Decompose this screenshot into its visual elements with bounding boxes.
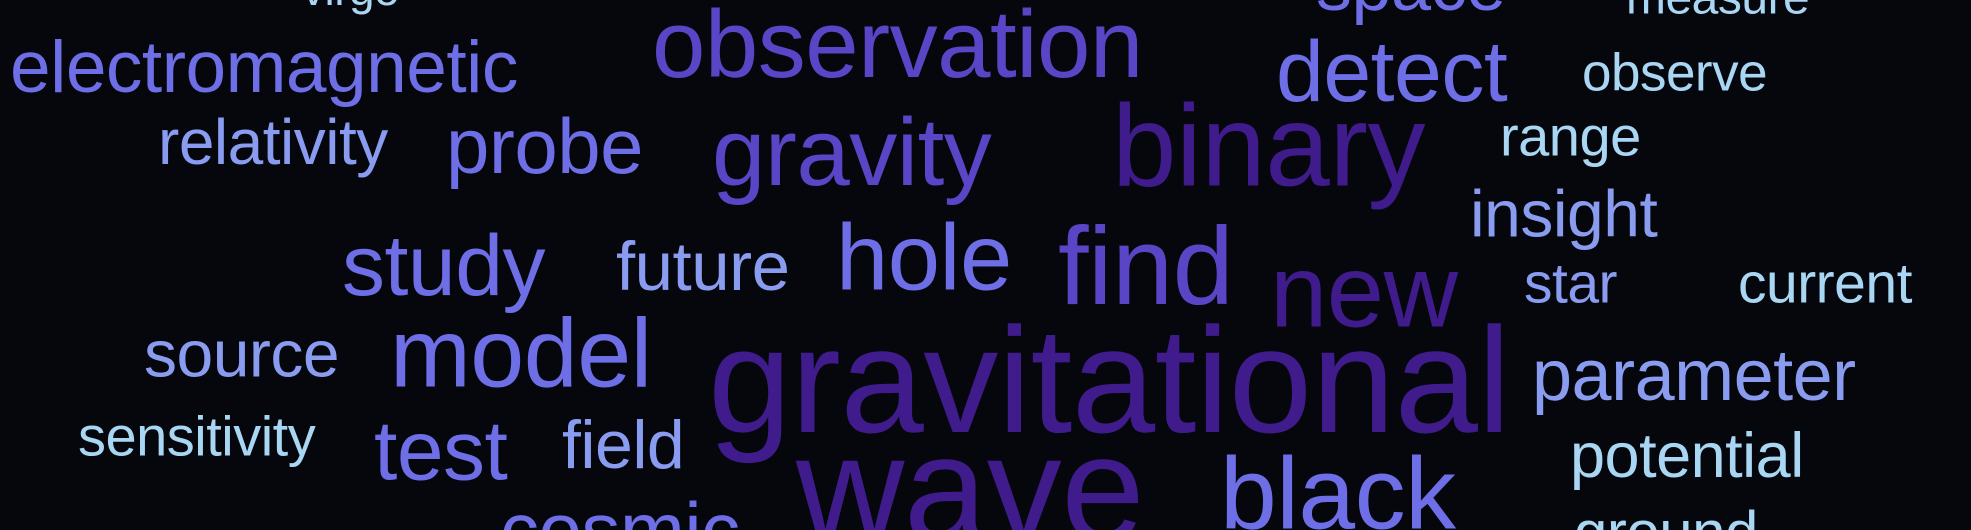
word-ground: ground [1574, 503, 1758, 530]
word-star: star [1524, 251, 1618, 316]
word-parameter: parameter [1532, 335, 1856, 416]
word-black: black [1220, 436, 1456, 530]
word-find: find [1058, 205, 1234, 329]
word-current: current [1738, 251, 1912, 316]
word-binary: binary [1112, 80, 1425, 211]
word-gravitational: gravitational [708, 296, 1511, 464]
word-gravity: gravity [712, 99, 992, 207]
word-space: space [1316, 0, 1506, 22]
word-field: field [562, 406, 685, 483]
word-virgo: virgo [302, 0, 400, 12]
word-test: test [374, 403, 508, 498]
word-range: range [1500, 104, 1641, 168]
word-study: study [342, 217, 546, 314]
word-observation: observation [652, 0, 1143, 99]
word-potential: potential [1570, 420, 1804, 491]
word-insight: insight [1470, 176, 1658, 251]
word-future: future [616, 228, 790, 306]
word-hole: hole [836, 204, 1012, 310]
word-relativity: relativity [158, 106, 388, 179]
word-cosmic: cosmic [500, 491, 740, 530]
word-detect: detect [1276, 23, 1508, 120]
word-observe: observe [1582, 43, 1768, 103]
word-source: source [144, 316, 340, 391]
word-sensitivity: sensitivity [78, 404, 316, 468]
word-wave: wave [796, 404, 1145, 530]
word-measure: measure [1626, 0, 1810, 23]
word-new: new [1270, 233, 1458, 349]
word-model: model [390, 298, 652, 408]
word-probe: probe [446, 102, 644, 191]
word-electromagnetic: electromagnetic [10, 27, 518, 109]
